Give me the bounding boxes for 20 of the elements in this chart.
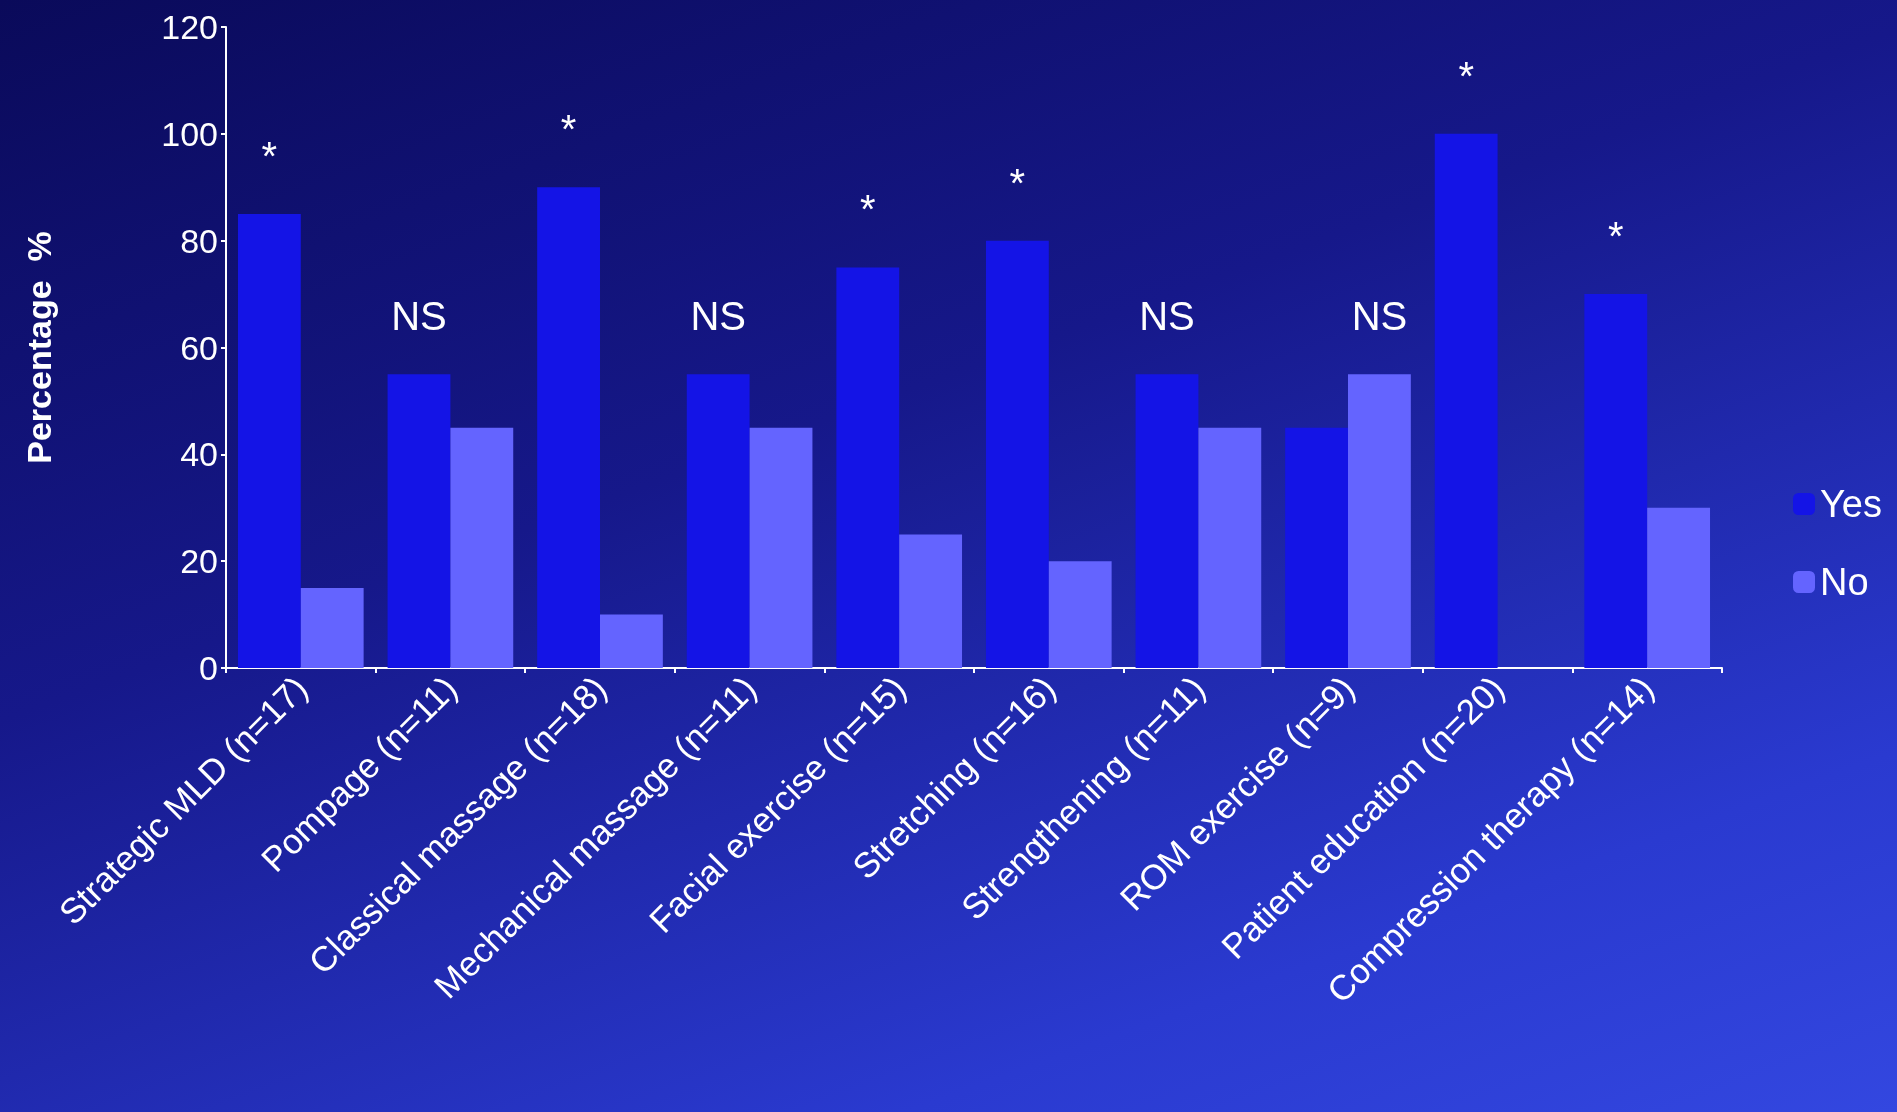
annotation: * bbox=[1458, 53, 1474, 98]
annotation: NS bbox=[1139, 294, 1195, 339]
legend-label: Yes bbox=[1820, 483, 1883, 525]
y-tick-label: 60 bbox=[180, 328, 218, 367]
annotation: * bbox=[859, 187, 876, 232]
y-tick-label: 80 bbox=[180, 221, 218, 260]
y-tick-label: 0 bbox=[199, 649, 218, 687]
annotation: NS bbox=[690, 294, 746, 339]
annotation: NS bbox=[1351, 294, 1408, 339]
y-axis-title: Percentage % bbox=[20, 231, 58, 464]
y-tick-label: 120 bbox=[161, 8, 218, 46]
annotation: * bbox=[261, 133, 278, 178]
annotation: * bbox=[560, 107, 577, 152]
legend-label: No bbox=[1820, 561, 1869, 603]
y-tick-label: 100 bbox=[161, 114, 218, 153]
annotation: * bbox=[1607, 214, 1624, 259]
annotation: NS bbox=[391, 294, 447, 339]
annotation: * bbox=[1009, 160, 1026, 205]
y-tick-label: 40 bbox=[180, 435, 218, 474]
y-tick-label: 20 bbox=[180, 542, 218, 581]
